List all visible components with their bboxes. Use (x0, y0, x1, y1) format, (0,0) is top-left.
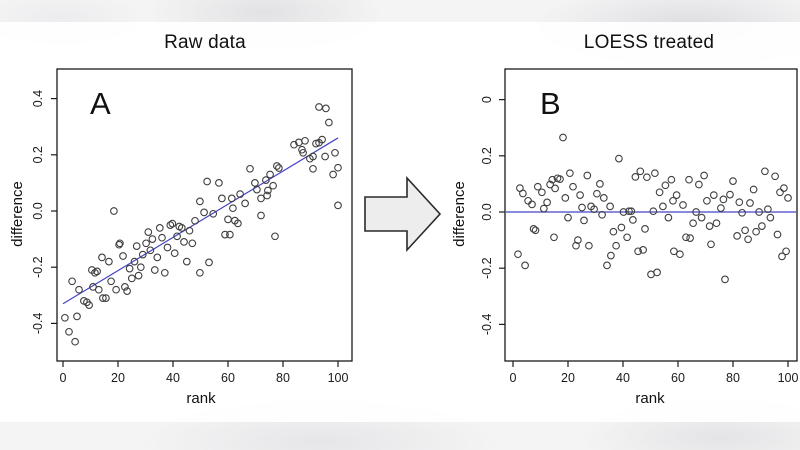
x-tick-label: 40 (166, 371, 180, 385)
panel-label-b: B (540, 86, 561, 121)
y-tick-label: -0.2 (31, 256, 45, 278)
x-tick-label: 0 (60, 371, 67, 385)
right-x-axis-label: rank (635, 390, 665, 407)
x-tick-label: 80 (726, 371, 740, 385)
panel-b: 0 20 40 60 80 100 0 0.2 0.0 -0.2 -0.4 (480, 68, 799, 385)
right-y-axis-label: difference (451, 181, 468, 247)
panel-a: 0 20 40 60 80 100 0.4 0.2 0.0 -0.2 -0.4 (31, 68, 353, 385)
x-tick-label: 20 (111, 371, 125, 385)
y-tick-label: 0.4 (31, 90, 45, 107)
x-tick-label: 60 (671, 371, 685, 385)
y-tick-label: -0.2 (480, 257, 494, 279)
x-tick-label: 100 (778, 371, 799, 385)
right-panel-title: LOESS treated (583, 32, 715, 53)
y-tick-label: -0.4 (31, 313, 45, 335)
scatter-points (514, 133, 792, 284)
x-tick-label: 80 (276, 371, 290, 385)
x-tick-label: 0 (510, 371, 517, 385)
x-tick-label: 20 (561, 371, 575, 385)
x-tick-label: 100 (328, 371, 349, 385)
left-panel-title: Raw data (164, 32, 246, 53)
y-tick-label: -0.4 (480, 314, 494, 336)
x-tick-label: 60 (221, 371, 235, 385)
x-axis-ticks: 0 20 40 60 80 100 (510, 361, 799, 385)
scatter-points (61, 103, 342, 346)
x-tick-label: 40 (616, 371, 630, 385)
x-axis-ticks: 0 20 40 60 80 100 (60, 361, 349, 385)
y-tick-label: 0 (480, 96, 494, 103)
transform-arrow-icon (362, 175, 444, 256)
y-axis-ticks: 0.4 0.2 0.0 -0.2 -0.4 (31, 90, 57, 334)
y-axis-ticks: 0 0.2 0.0 -0.2 -0.4 (480, 96, 505, 335)
y-tick-label: 0.2 (31, 146, 45, 163)
y-tick-label: 0.0 (31, 202, 45, 219)
panel-label-a: A (90, 86, 111, 121)
trend-line (62, 137, 339, 305)
plot-frame (56, 68, 353, 362)
y-tick-label: 0.2 (480, 147, 494, 164)
left-x-axis-label: rank (186, 390, 216, 407)
y-tick-label: 0.0 (480, 203, 494, 220)
plot-frame (504, 68, 798, 362)
left-y-axis-label: difference (9, 181, 26, 247)
